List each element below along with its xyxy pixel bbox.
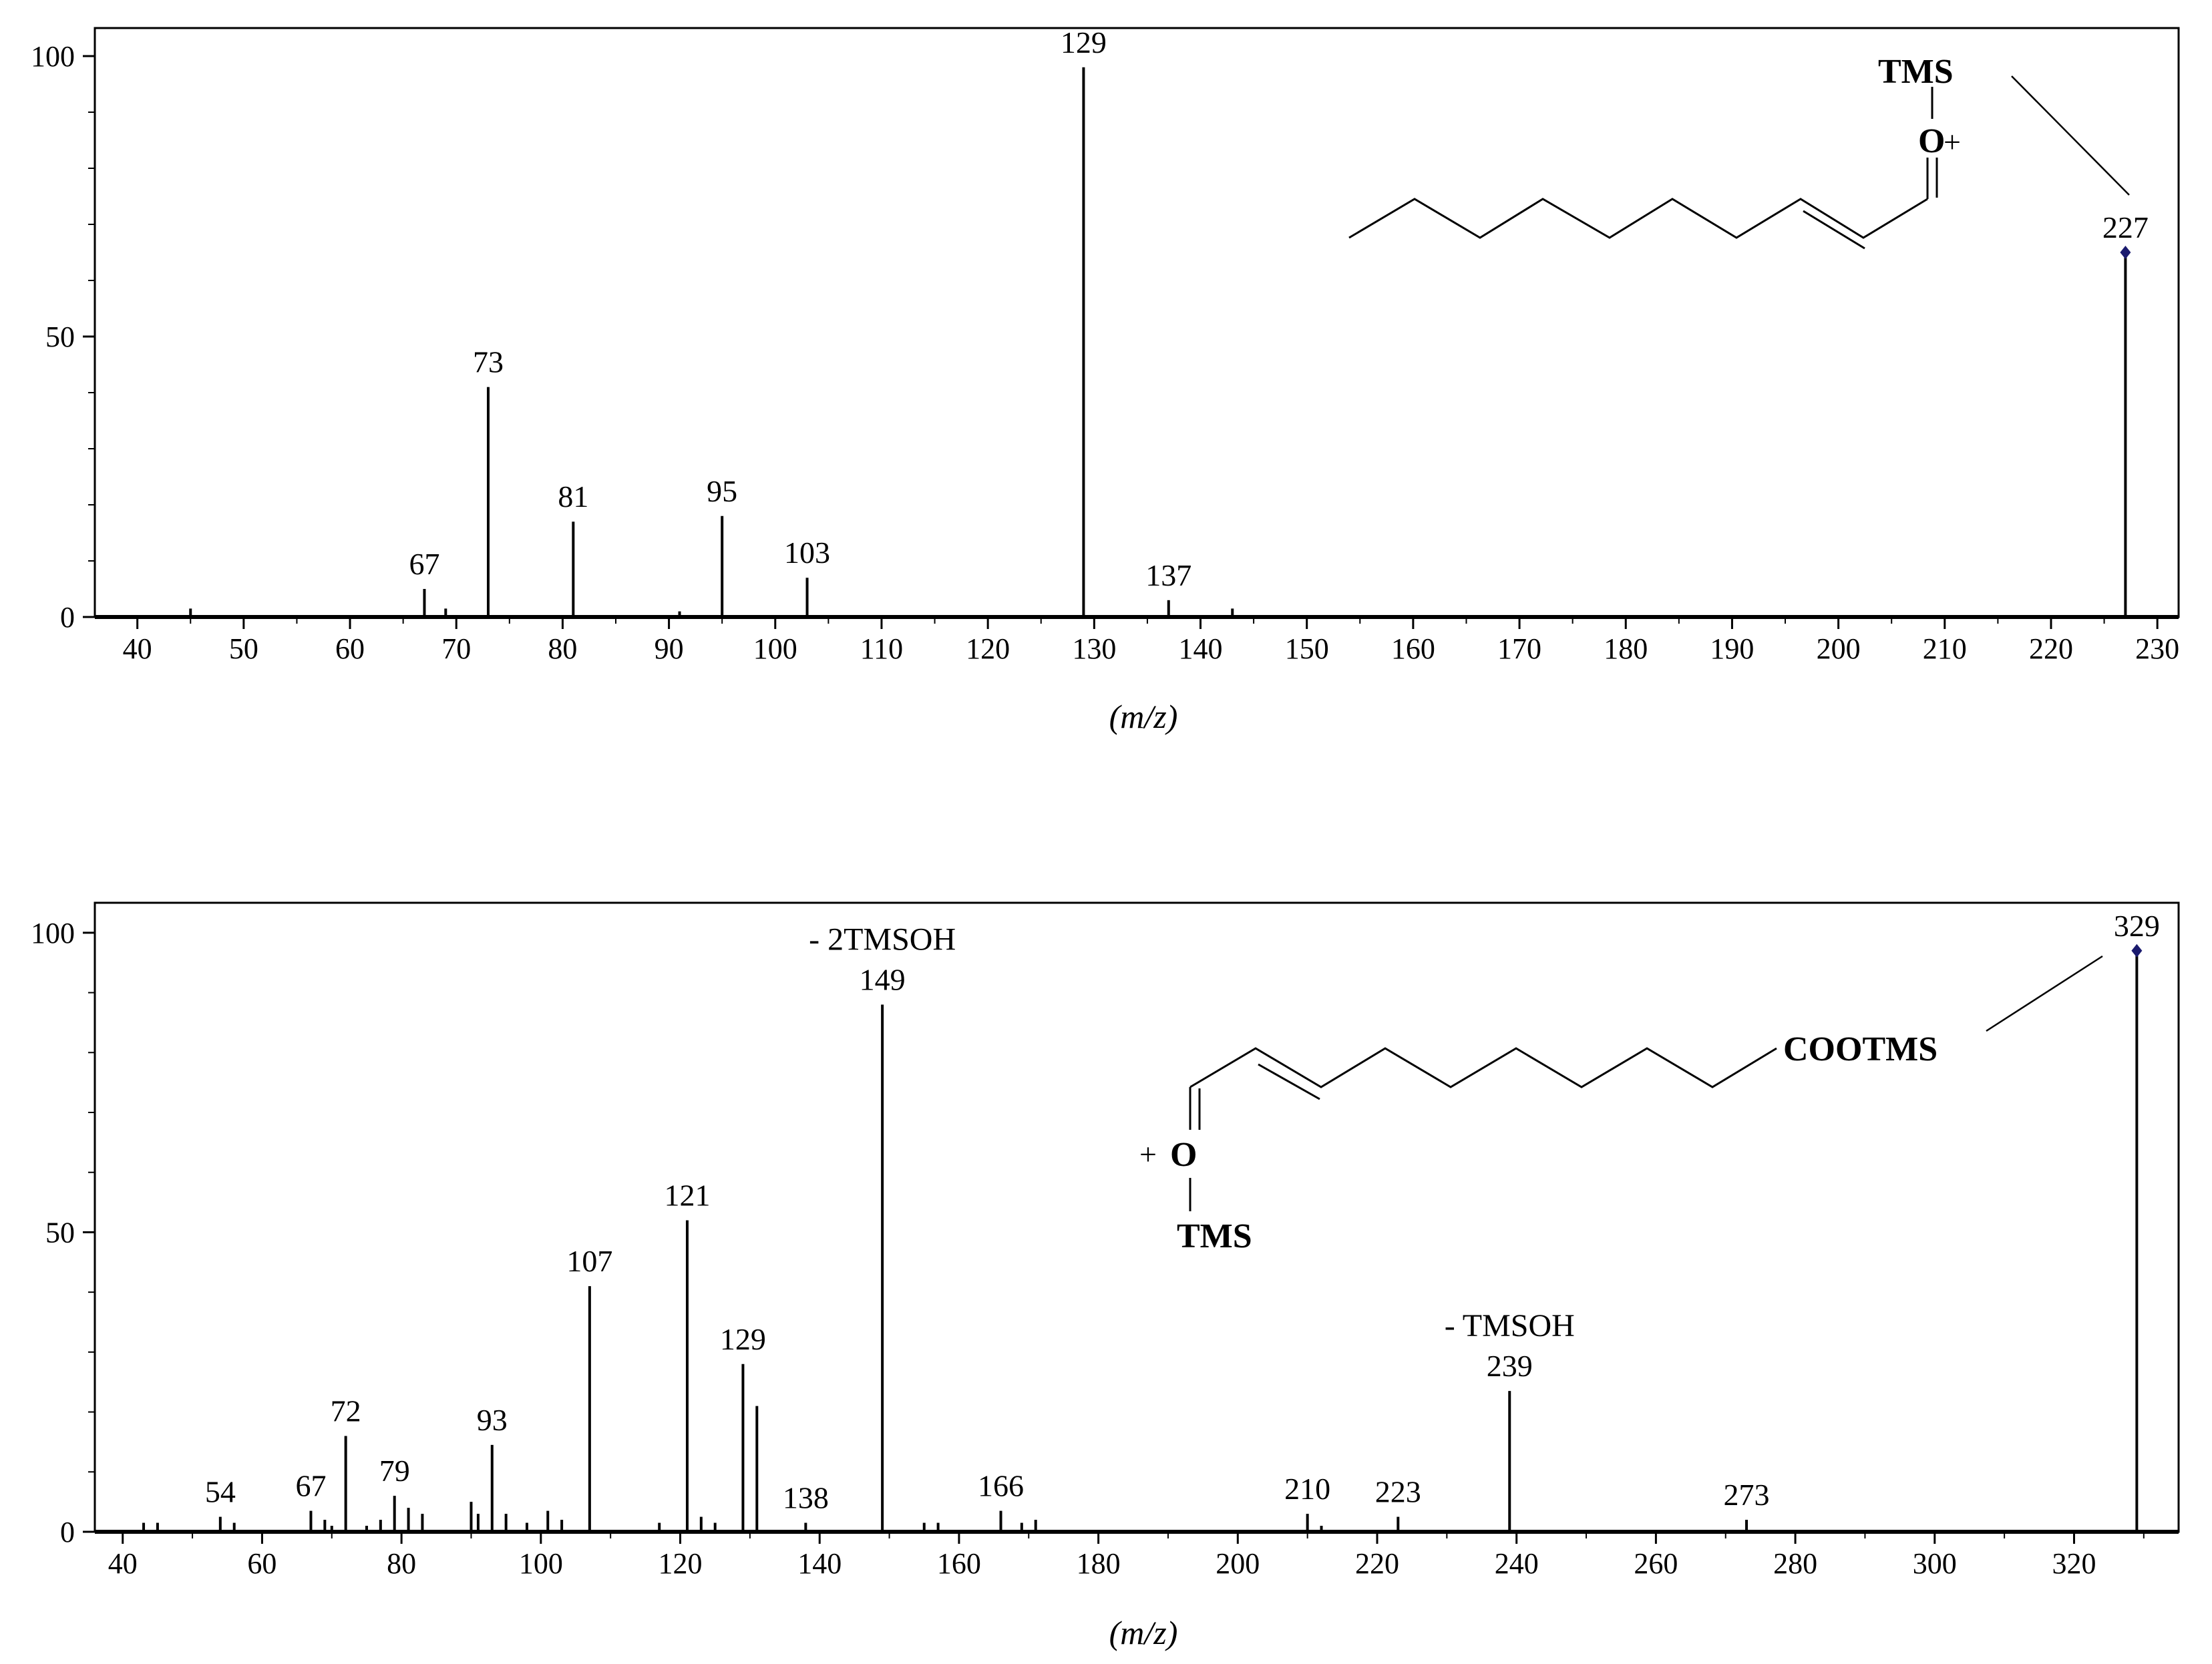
charge-label: +: [1944, 125, 1961, 159]
peak-label: 107: [566, 1244, 612, 1278]
x-tick-label: 200: [1216, 1547, 1260, 1580]
x-tick-label: 300: [1913, 1547, 1957, 1580]
y-tick-label: 50: [45, 321, 75, 353]
x-tick-label: 120: [966, 632, 1010, 665]
plot-frame: [94, 901, 2180, 1533]
tms-label: TMS: [1878, 53, 1954, 91]
peak-label: 129: [720, 1322, 766, 1356]
x-tick-label: 240: [1495, 1547, 1539, 1580]
peak-label: 210: [1284, 1472, 1330, 1506]
tms-label: TMS: [1177, 1217, 1252, 1255]
peak-label: 95: [707, 474, 737, 508]
x-tick-label: 220: [1355, 1547, 1399, 1580]
peak-label: 137: [1145, 558, 1191, 592]
neutral-loss-annotation: - TMSOH: [1445, 1308, 1575, 1343]
x-tick-label: 130: [1072, 632, 1116, 665]
x-tick-label: 60: [247, 1547, 276, 1580]
ester-label: COOTMS: [1783, 1030, 1938, 1068]
peak-label: 227: [2102, 210, 2149, 244]
x-tick-label: 100: [519, 1547, 563, 1580]
peak-label: 223: [1375, 1475, 1421, 1509]
structure-bottom: + O TMS COOTMS: [1139, 955, 2103, 1255]
peak-label: 67: [409, 547, 439, 581]
x-tick-label: 40: [123, 632, 152, 665]
x-tick-label: 230: [2135, 632, 2179, 665]
y-tick-label: 100: [31, 917, 75, 950]
peak-label: 138: [783, 1481, 829, 1515]
chart-panel-2: 40 60 80 100 120 140 160 180 200 220 240 260 280 300 3…: [31, 901, 2180, 1651]
x-tick-label: 180: [1604, 632, 1648, 665]
chart-panel-1: 40 50 60 70 80 90 100 110 120 130 140 150 160 170 180 1…: [31, 25, 2180, 735]
oxygen-label: O: [1170, 1136, 1197, 1174]
oxygen-label: O: [1918, 122, 1945, 160]
y-tick-label: 0: [60, 601, 75, 634]
y-tick-label: 50: [45, 1216, 75, 1249]
x-tick-label: 280: [1773, 1547, 1817, 1580]
x-tick-label: 160: [937, 1547, 981, 1580]
x-tick-label: 220: [2029, 632, 2073, 665]
x-tick-label: 260: [1634, 1547, 1678, 1580]
x-tick-label: 70: [441, 632, 471, 665]
x-tick-label: 50: [229, 632, 258, 665]
x-axis-title: (m/z): [1109, 698, 1178, 735]
peak-label: 329: [2114, 909, 2160, 943]
x-tick-label: 190: [1710, 632, 1754, 665]
pointer-line: [1986, 955, 2103, 1032]
plot-frame: [94, 27, 2180, 618]
peak-label: 79: [379, 1454, 410, 1488]
x-tick-label: 90: [655, 632, 684, 665]
y-tick-label: 0: [60, 1516, 75, 1548]
x-axis-title: (m/z): [1109, 1614, 1178, 1651]
peak-label: 239: [1487, 1349, 1533, 1383]
x-tick-label: 150: [1285, 632, 1329, 665]
peak-label: 73: [473, 345, 504, 379]
x-tick-label: 60: [335, 632, 365, 665]
x-tick-label: 320: [2052, 1547, 2096, 1580]
pointer-line: [2011, 75, 2130, 196]
molecular-ion-marker: [2131, 944, 2143, 958]
neutral-loss-annotation: - 2TMSOH: [809, 922, 956, 958]
x-tick-label: 180: [1077, 1547, 1121, 1580]
x-tick-label: 100: [753, 632, 797, 665]
double-bond-line: [1258, 1063, 1320, 1100]
charge-label: +: [1139, 1137, 1157, 1171]
peak-label: 93: [477, 1403, 508, 1437]
alkyl-chain: [1189, 1047, 1777, 1088]
x-tick-label: 40: [108, 1547, 138, 1580]
x-tick-label: 140: [1179, 632, 1223, 665]
structure-top: O+ TMS: [1348, 53, 2130, 250]
x-tick-label: 140: [797, 1547, 842, 1580]
x-tick-label: 160: [1391, 632, 1435, 665]
x-tick-label: 210: [1923, 632, 1967, 665]
x-tick-label: 80: [548, 632, 577, 665]
peak-label: 81: [558, 479, 588, 513]
peak-label: 149: [860, 963, 906, 997]
peak-label: 273: [1724, 1478, 1770, 1512]
peak-label: 166: [978, 1469, 1024, 1503]
peak-label: 129: [1061, 25, 1107, 59]
alkyl-chain: [1348, 198, 1928, 239]
double-bond-line: [1803, 210, 1865, 250]
peak-label: 67: [295, 1469, 326, 1503]
peak-label: 54: [205, 1475, 236, 1509]
x-tick-label: 110: [860, 632, 903, 665]
peak-label: 72: [331, 1394, 361, 1428]
molecular-ion-marker: [2120, 246, 2131, 259]
x-tick-label: 170: [1497, 632, 1541, 665]
x-tick-label: 80: [387, 1547, 416, 1580]
x-tick-label: 120: [659, 1547, 703, 1580]
x-tick-label: 200: [1817, 632, 1861, 665]
y-tick-label: 100: [31, 40, 75, 73]
peak-label: 103: [784, 536, 830, 570]
peak-label: 121: [664, 1178, 710, 1212]
